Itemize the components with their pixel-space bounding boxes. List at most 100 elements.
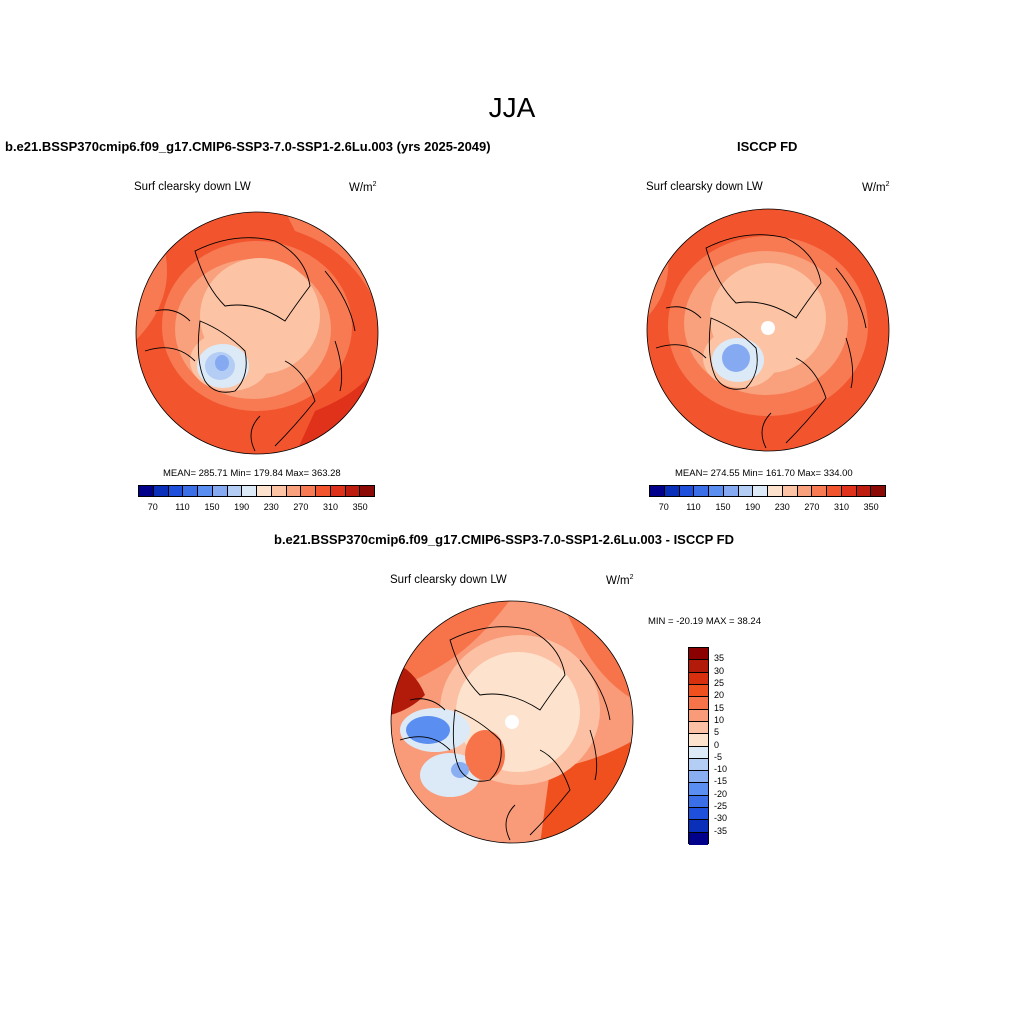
colorbar-swatch bbox=[723, 486, 739, 496]
colorbar-swatch bbox=[768, 486, 783, 496]
colorbar-swatch bbox=[689, 758, 708, 772]
colorbar-swatch bbox=[689, 771, 708, 784]
panel3-title: b.e21.BSSP370cmip6.f09_g17.CMIP6-SSP3-7.… bbox=[274, 532, 735, 547]
colorbar-swatch bbox=[183, 486, 198, 496]
colorbar-swatch bbox=[212, 486, 228, 496]
panel2-title: ISCCP FD bbox=[737, 139, 798, 154]
colorbar-tick-label: 70 bbox=[658, 502, 669, 512]
colorbar-swatch bbox=[664, 486, 680, 496]
colorbar-swatch bbox=[198, 486, 213, 496]
panel3-stats: MIN = -20.19 MAX = 38.24 bbox=[648, 616, 762, 627]
colorbar-tick-label: 350 bbox=[352, 502, 368, 512]
colorbar-tick-label: 15 bbox=[714, 702, 725, 713]
colorbar-tick-label: 270 bbox=[293, 502, 309, 512]
colorbar-tick-label: 110 bbox=[175, 502, 190, 512]
colorbar-tick-label: 150 bbox=[204, 502, 220, 512]
panel2-stats: MEAN= 274.55 Min= 161.70 Max= 334.00 bbox=[675, 468, 853, 479]
colorbar-swatch bbox=[689, 746, 708, 759]
colorbar-swatch bbox=[689, 672, 708, 685]
colorbar-swatch bbox=[168, 486, 184, 496]
colorbar-swatch bbox=[689, 808, 708, 821]
colorbar-tick-label: 10 bbox=[714, 714, 725, 725]
colorbar-swatch bbox=[709, 486, 724, 496]
colorbar-tick-label: 310 bbox=[323, 502, 339, 512]
colorbar-swatch bbox=[827, 486, 842, 496]
colorbar-swatch bbox=[345, 486, 361, 496]
colorbar-swatch bbox=[330, 486, 346, 496]
colorbar-tick-label: 230 bbox=[263, 502, 279, 512]
colorbar-swatch bbox=[689, 697, 708, 710]
panel2-units-label: W/m2 bbox=[862, 181, 890, 194]
colorbar-tick-label: -15 bbox=[714, 776, 728, 787]
panel3-polar-map bbox=[390, 600, 634, 844]
colorbar-tick-label: 150 bbox=[715, 502, 731, 512]
panel3-units-label: W/m2 bbox=[606, 574, 634, 587]
colorbar-swatch bbox=[738, 486, 754, 496]
colorbar-swatch bbox=[689, 783, 708, 796]
colorbar-tick-label: -5 bbox=[714, 751, 723, 762]
colorbar-tick-label: 230 bbox=[774, 502, 790, 512]
colorbar-tick-label: -20 bbox=[714, 788, 728, 799]
panel1-colorbar bbox=[138, 485, 375, 497]
colorbar-swatch bbox=[360, 486, 374, 496]
colorbar-tick-label: -30 bbox=[714, 813, 728, 824]
season-title: JJA bbox=[488, 92, 536, 123]
colorbar-swatch bbox=[689, 684, 708, 698]
colorbar-tick-label: -25 bbox=[714, 801, 728, 812]
colorbar-tick-label: 5 bbox=[714, 727, 720, 738]
panel1-variable-label: Surf clearsky down LW bbox=[134, 181, 251, 193]
colorbar-tick-label: 110 bbox=[686, 502, 701, 512]
colorbar-swatch bbox=[689, 660, 708, 673]
colorbar-swatch bbox=[689, 795, 708, 809]
panel1-title: b.e21.BSSP370cmip6.f09_g17.CMIP6-SSP3-7.… bbox=[5, 139, 491, 154]
colorbar-tick-label: 350 bbox=[863, 502, 879, 512]
panel1-stats: MEAN= 285.71 Min= 179.84 Max= 363.28 bbox=[163, 468, 341, 479]
colorbar-swatch bbox=[782, 486, 798, 496]
colorbar-swatch bbox=[812, 486, 827, 496]
colorbar-swatch bbox=[856, 486, 872, 496]
colorbar-tick-label: 35 bbox=[714, 653, 725, 664]
panel1-polar-map bbox=[135, 211, 379, 455]
panel3-variable-label: Surf clearsky down LW bbox=[390, 574, 507, 586]
colorbar-tick-label: 270 bbox=[804, 502, 820, 512]
colorbar-tick-label: -35 bbox=[714, 825, 728, 836]
colorbar-swatch bbox=[871, 486, 885, 496]
colorbar-tick-label: 310 bbox=[834, 502, 850, 512]
colorbar-tick-label: 25 bbox=[714, 677, 725, 688]
panel1-units-label: W/m2 bbox=[349, 181, 377, 194]
colorbar-tick-label: 20 bbox=[714, 690, 725, 701]
panel3-colorbar bbox=[688, 647, 709, 845]
colorbar-tick-label: 190 bbox=[234, 502, 250, 512]
colorbar-swatch bbox=[689, 709, 708, 722]
colorbar-swatch bbox=[689, 648, 708, 661]
colorbar-swatch bbox=[286, 486, 302, 496]
panel1-colorbar-labels: 70 110 150 190 230 270 310 350 bbox=[138, 502, 375, 514]
colorbar-swatch bbox=[242, 486, 257, 496]
colorbar-swatch bbox=[797, 486, 813, 496]
colorbar-swatch bbox=[153, 486, 169, 496]
colorbar-swatch bbox=[271, 486, 287, 496]
colorbar-swatch bbox=[689, 734, 708, 747]
colorbar-swatch bbox=[139, 486, 154, 496]
colorbar-swatch bbox=[227, 486, 243, 496]
colorbar-swatch bbox=[694, 486, 709, 496]
colorbar-tick-label: 70 bbox=[147, 502, 158, 512]
colorbar-tick-label: 190 bbox=[745, 502, 761, 512]
panel2-variable-label: Surf clearsky down LW bbox=[646, 181, 763, 193]
panel3-colorbar-labels: 35 30 25 20 15 10 5 0 -5 -10 -15 -20 -25 -30 -35 bbox=[714, 647, 754, 844]
panel2-colorbar-labels: 70 110 150 190 230 270 310 350 bbox=[649, 502, 886, 514]
colorbar-swatch bbox=[689, 832, 708, 845]
colorbar-swatch bbox=[301, 486, 316, 496]
panel2-polar-map bbox=[646, 208, 890, 452]
colorbar-swatch bbox=[689, 721, 708, 735]
panel2-colorbar bbox=[649, 485, 886, 497]
colorbar-swatch bbox=[316, 486, 331, 496]
colorbar-swatch bbox=[257, 486, 272, 496]
colorbar-swatch bbox=[841, 486, 857, 496]
colorbar-tick-label: 0 bbox=[714, 739, 720, 750]
colorbar-swatch bbox=[679, 486, 695, 496]
colorbar-tick-label: 30 bbox=[714, 665, 725, 676]
colorbar-swatch bbox=[753, 486, 768, 496]
colorbar-tick-label: -10 bbox=[714, 764, 728, 775]
colorbar-swatch bbox=[689, 820, 708, 833]
